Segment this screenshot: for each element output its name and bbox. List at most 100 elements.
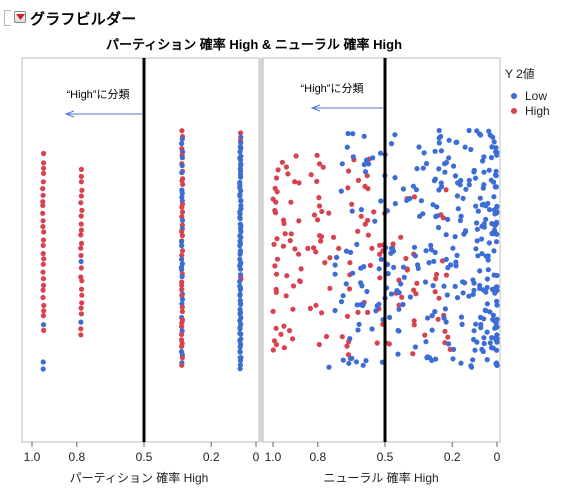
data-point xyxy=(494,209,500,215)
data-point xyxy=(237,344,243,350)
data-point xyxy=(348,249,354,255)
data-point xyxy=(415,262,421,268)
axes-layer: 1.0 0.8 0.5 0.2 0 1.0 0.8 0.5 0.2 0 xyxy=(24,442,501,464)
data-point xyxy=(40,322,47,328)
data-point xyxy=(374,340,380,346)
legend-label-high[interactable]: High xyxy=(525,104,550,118)
data-point xyxy=(443,187,449,193)
data-point xyxy=(237,157,244,163)
data-point xyxy=(432,309,438,315)
data-point xyxy=(455,206,461,212)
data-point xyxy=(365,309,371,315)
data-point xyxy=(367,262,373,268)
data-point xyxy=(40,282,47,288)
data-point xyxy=(238,331,244,337)
data-point xyxy=(426,260,432,266)
data-point xyxy=(40,313,47,319)
data-point xyxy=(79,278,85,284)
data-point xyxy=(179,229,185,235)
panel-1-annotation: “High”に分類 xyxy=(67,88,130,101)
data-point xyxy=(237,215,243,222)
data-point xyxy=(411,318,417,324)
data-point xyxy=(282,231,288,237)
data-point xyxy=(336,245,342,251)
data-point xyxy=(78,173,84,179)
data-point xyxy=(40,242,46,248)
data-point xyxy=(237,311,243,317)
data-point xyxy=(493,184,499,190)
data-point xyxy=(434,271,440,277)
data-point xyxy=(429,327,435,333)
data-point xyxy=(477,195,483,201)
data-point xyxy=(493,219,500,225)
data-point xyxy=(79,292,85,298)
data-point xyxy=(494,302,500,308)
data-point xyxy=(458,360,464,366)
data-point xyxy=(463,186,469,192)
data-point xyxy=(338,188,344,194)
data-point xyxy=(484,276,490,282)
data-point xyxy=(41,165,47,171)
outline-toggle[interactable] xyxy=(4,10,11,26)
data-point xyxy=(392,175,398,181)
data-point xyxy=(320,164,326,170)
data-point xyxy=(362,221,368,227)
data-point xyxy=(473,203,479,209)
data-point xyxy=(344,313,351,319)
data-point xyxy=(370,155,376,161)
data-point xyxy=(387,314,393,320)
data-point xyxy=(412,253,418,259)
data-point xyxy=(179,256,185,262)
data-point xyxy=(407,195,413,202)
data-point xyxy=(272,210,279,216)
data-point xyxy=(458,314,465,320)
data-point xyxy=(489,335,495,341)
data-point xyxy=(441,283,447,289)
legend-label-low[interactable]: Low xyxy=(525,89,547,103)
data-point xyxy=(78,227,84,233)
data-point xyxy=(481,154,487,160)
data-point xyxy=(410,183,416,189)
data-point xyxy=(479,236,485,242)
data-point xyxy=(369,326,375,332)
data-point xyxy=(179,217,186,223)
data-point xyxy=(453,263,459,269)
data-point xyxy=(293,153,299,159)
data-point xyxy=(462,229,468,235)
data-point xyxy=(179,136,185,142)
data-point xyxy=(237,251,243,257)
data-point xyxy=(430,283,436,289)
data-point xyxy=(322,260,328,266)
data-point xyxy=(480,158,486,164)
legend-marker-low xyxy=(511,93,517,99)
data-point xyxy=(395,351,401,357)
data-point xyxy=(314,178,320,184)
data-point xyxy=(491,139,497,145)
data-point xyxy=(487,340,493,346)
data-point xyxy=(339,334,345,340)
data-point xyxy=(482,307,488,313)
data-point xyxy=(479,346,485,352)
data-point xyxy=(78,179,84,185)
data-point xyxy=(40,199,46,205)
data-point xyxy=(365,217,371,223)
data-point xyxy=(471,280,477,286)
data-point xyxy=(288,231,294,237)
data-point xyxy=(41,327,47,333)
red-triangle-menu-icon[interactable] xyxy=(14,11,26,23)
data-point xyxy=(179,355,185,361)
data-point xyxy=(350,154,356,160)
legend[interactable]: Y 2値 Low High xyxy=(505,66,550,118)
data-point xyxy=(466,177,472,183)
data-point xyxy=(388,291,395,297)
data-point xyxy=(40,218,46,224)
x-tick-label: 0 xyxy=(494,450,501,464)
data-point xyxy=(442,328,448,334)
data-point xyxy=(237,349,243,355)
data-point xyxy=(454,193,460,199)
data-point xyxy=(446,155,452,161)
data-point xyxy=(349,201,355,207)
data-point xyxy=(179,267,185,273)
data-point xyxy=(433,276,439,282)
data-point xyxy=(445,334,451,340)
